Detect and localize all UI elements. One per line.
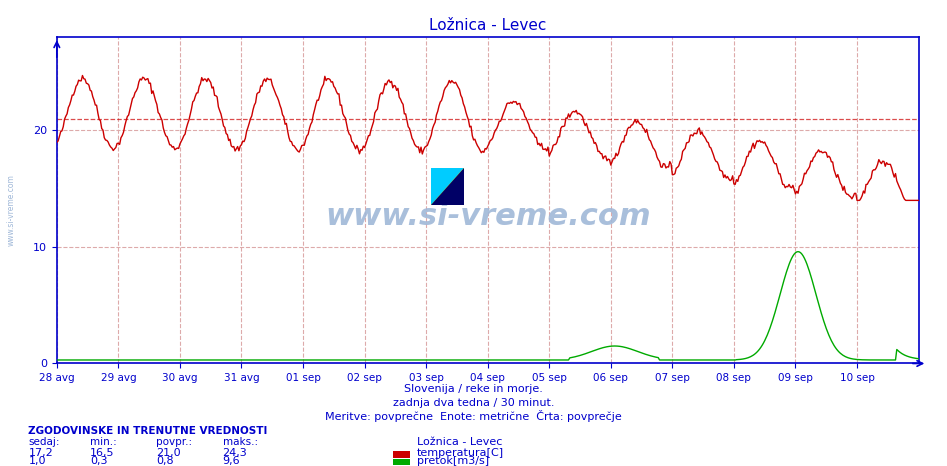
Text: Meritve: povprečne  Enote: metrične  Črta: povprečje: Meritve: povprečne Enote: metrične Črta:… [325, 411, 622, 422]
Text: Ložnica - Levec: Ložnica - Levec [417, 438, 502, 447]
Text: Slovenija / reke in morje.: Slovenija / reke in morje. [404, 384, 543, 394]
FancyBboxPatch shape [57, 349, 59, 367]
Text: www.si-vreme.com: www.si-vreme.com [7, 174, 16, 246]
Text: povpr.:: povpr.: [156, 438, 192, 447]
Text: 16,5: 16,5 [90, 448, 115, 458]
Polygon shape [431, 168, 464, 205]
Text: 24,3: 24,3 [223, 448, 247, 458]
Text: min.:: min.: [90, 438, 116, 447]
Text: www.si-vreme.com: www.si-vreme.com [325, 202, 651, 231]
Text: zadnja dva tedna / 30 minut.: zadnja dva tedna / 30 minut. [393, 398, 554, 408]
Text: 0,3: 0,3 [90, 456, 107, 466]
Text: maks.:: maks.: [223, 438, 258, 447]
Text: 17,2: 17,2 [28, 448, 53, 458]
Text: 21,0: 21,0 [156, 448, 181, 458]
Text: pretok[m3/s]: pretok[m3/s] [417, 456, 489, 466]
Text: temperatura[C]: temperatura[C] [417, 448, 504, 458]
Title: Ložnica - Levec: Ložnica - Levec [429, 18, 546, 34]
Text: 1,0: 1,0 [28, 456, 45, 466]
Text: ZGODOVINSKE IN TRENUTNE VREDNOSTI: ZGODOVINSKE IN TRENUTNE VREDNOSTI [28, 426, 268, 436]
Text: sedaj:: sedaj: [28, 438, 60, 447]
Polygon shape [431, 168, 464, 205]
Polygon shape [431, 168, 464, 205]
Text: 0,8: 0,8 [156, 456, 174, 466]
Text: 9,6: 9,6 [223, 456, 241, 466]
